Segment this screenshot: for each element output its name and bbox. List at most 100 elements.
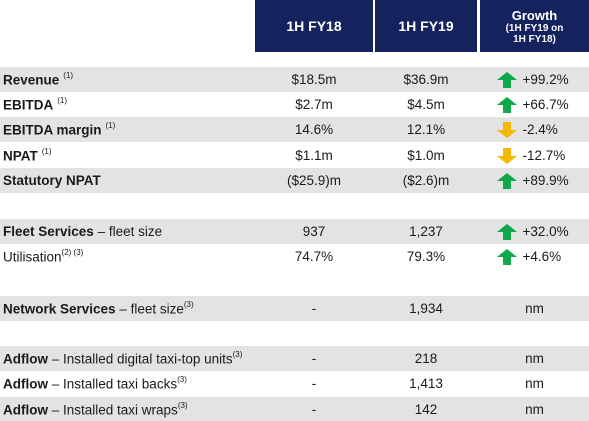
row-label: Fleet Services – fleet size xyxy=(3,224,162,239)
footnote-ref: (3) xyxy=(177,400,188,410)
footnote-ref: (1) xyxy=(105,120,116,130)
value-1h-fy18: $1.1m xyxy=(295,148,333,163)
row-label: Statutory NPAT xyxy=(3,173,101,188)
value-1h-fy19: 1,237 xyxy=(409,224,443,239)
arrow-down-icon xyxy=(496,147,517,164)
value-1h-fy18: - xyxy=(311,402,317,417)
row-label-text: – Installed taxi wraps xyxy=(48,402,178,418)
growth-value: +66.7% xyxy=(522,97,569,112)
growth-cell: +99.2% xyxy=(480,71,589,88)
row-label: Adflow – Installed taxi wraps(3) xyxy=(3,400,188,418)
table-row: Adflow – Installed taxi wraps(3) - 142 nm xyxy=(0,397,589,421)
table-row: Fleet Services – fleet size 937 1,237 +32.0… xyxy=(0,219,589,244)
table-row: NPAT (1) $1.1m $1.0m -12.7% xyxy=(0,143,589,168)
row-label-bold: NPAT xyxy=(3,148,38,164)
header-growth-title: Growth xyxy=(511,7,558,23)
header-growth-sub2: 1H FY18) xyxy=(513,33,556,45)
footnote-ref: (3) xyxy=(232,349,243,359)
header-growth-sub1: (1H FY19 on xyxy=(505,22,564,34)
row-label-bold: EBITDA xyxy=(3,97,54,113)
row-label: EBITDA margin (1) xyxy=(3,120,116,138)
row-label-text: – Installed digital taxi-top units xyxy=(48,351,233,367)
value-1h-fy18: - xyxy=(311,351,317,366)
header-growth: Growth (1H FY19 on 1H FY18) xyxy=(480,0,589,52)
footnote-ref: (1) xyxy=(63,70,74,80)
arrow-up-icon xyxy=(496,71,517,88)
footnote-ref: (3) xyxy=(183,299,194,309)
row-label-text: – fleet size xyxy=(93,224,163,239)
value-1h-fy19: ($2.6)m xyxy=(402,173,450,188)
footnote-ref: (3) xyxy=(177,374,187,384)
row-label: Adflow – Installed digital taxi-top unit… xyxy=(3,349,243,367)
value-1h-fy18: 14.6% xyxy=(294,122,334,137)
footnote-ref: (1) xyxy=(41,146,52,156)
growth-value: +89.9% xyxy=(522,173,569,188)
growth-value: -12.7% xyxy=(522,148,566,163)
arrow-up-icon xyxy=(496,96,517,113)
value-1h-fy18: 74.7% xyxy=(294,249,334,264)
table-row: Revenue (1) $18.5m $36.9m +99.2% xyxy=(0,67,589,92)
value-1h-fy19: 1,934 xyxy=(409,301,443,316)
value-1h-fy18: $2.7m xyxy=(295,97,333,112)
growth-value: +99.2% xyxy=(522,72,569,87)
row-label-bold: Revenue xyxy=(3,72,60,88)
value-1h-fy18: ($25.9)m xyxy=(286,173,342,188)
table-row: Adflow – Installed taxi backs(3) - 1,413 nm xyxy=(0,371,589,396)
value-1h-fy19: 142 xyxy=(414,402,438,417)
row-label: Adflow – Installed taxi backs(3) xyxy=(3,374,187,392)
row-label-bold: Network Services xyxy=(3,301,116,317)
table-row: Utilisation(2) (3) 74.7% 79.3% +4.6% xyxy=(0,244,589,269)
row-label: EBITDA (1) xyxy=(3,95,68,113)
value-1h-fy18: - xyxy=(311,301,317,316)
growth-cell: -12.7% xyxy=(480,147,589,164)
table-row: Network Services – fleet size(3) - 1,934 nm xyxy=(0,296,589,321)
row-label: Revenue (1) xyxy=(3,70,74,88)
footnote-ref: (1) xyxy=(57,95,68,105)
growth-value: +32.0% xyxy=(522,224,569,239)
arrow-down-icon xyxy=(496,121,517,138)
footnote-ref: (2) (3) xyxy=(61,247,84,257)
growth-cell: -2.4% xyxy=(480,121,589,138)
value-1h-fy18: - xyxy=(311,376,317,391)
row-label-bold: Adflow xyxy=(3,402,48,418)
row-label: Utilisation(2) (3) xyxy=(3,247,84,265)
table-row: Statutory NPAT ($25.9)m ($2.6)m +89.9% xyxy=(0,168,589,193)
row-label-text: Utilisation xyxy=(3,249,62,265)
row-label-text: – Installed taxi backs xyxy=(48,376,178,392)
value-1h-fy19: 218 xyxy=(414,351,438,366)
value-1h-fy19: 12.1% xyxy=(406,122,446,137)
growth-value: -2.4% xyxy=(522,122,558,137)
row-label-bold: Statutory NPAT xyxy=(3,173,101,188)
row-label: Network Services – fleet size(3) xyxy=(3,299,194,317)
row-label-bold: EBITDA margin xyxy=(3,122,102,138)
value-1h-fy19: $1.0m xyxy=(407,148,445,163)
growth-cell: nm xyxy=(525,301,544,316)
growth-cell: nm xyxy=(525,351,544,366)
value-1h-fy19: 1,413 xyxy=(409,376,443,391)
arrow-up-icon xyxy=(496,172,517,189)
value-1h-fy19: $36.9m xyxy=(403,72,449,87)
table-row: Adflow – Installed digital taxi-top unit… xyxy=(0,346,589,371)
row-label-text: – fleet size xyxy=(115,301,184,317)
table-row: EBITDA margin (1) 14.6% 12.1% -2.4% xyxy=(0,117,589,142)
growth-cell: +4.6% xyxy=(480,248,589,265)
growth-cell: nm xyxy=(525,402,544,417)
value-1h-fy18: $18.5m xyxy=(291,72,337,87)
header-1h-fy19: 1H FY19 xyxy=(375,0,477,52)
value-1h-fy18: 937 xyxy=(302,224,326,239)
value-1h-fy19: $4.5m xyxy=(407,97,445,112)
value-1h-fy19: 79.3% xyxy=(406,249,446,264)
growth-cell: +32.0% xyxy=(480,223,589,240)
row-label-bold: Fleet Services xyxy=(3,224,94,239)
arrow-up-icon xyxy=(496,248,517,265)
row-label-bold: Adflow xyxy=(3,376,48,392)
growth-cell: +66.7% xyxy=(480,96,589,113)
table-row: EBITDA (1) $2.7m $4.5m +66.7% xyxy=(0,92,589,117)
header-1h-fy18: 1H FY18 xyxy=(255,0,373,52)
growth-value: +4.6% xyxy=(522,249,562,264)
arrow-up-icon xyxy=(496,223,517,240)
row-label-bold: Adflow xyxy=(3,351,48,367)
growth-cell: nm xyxy=(525,376,544,391)
row-label: NPAT (1) xyxy=(3,146,52,164)
growth-cell: +89.9% xyxy=(480,172,589,189)
